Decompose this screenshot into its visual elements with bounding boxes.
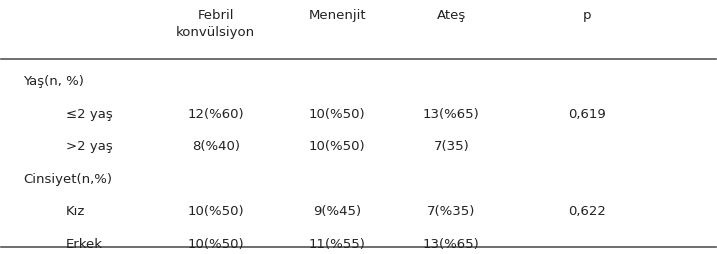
Text: p: p [583,9,592,22]
Text: Ateş: Ateş [437,9,466,22]
Text: 0,622: 0,622 [568,205,606,218]
Text: 10(%50): 10(%50) [187,238,244,251]
Text: 7(35): 7(35) [434,140,469,153]
Text: 7(%35): 7(%35) [427,205,475,218]
Text: 13(%65): 13(%65) [423,238,480,251]
Text: ≤2 yaş: ≤2 yaş [66,108,113,121]
Text: 10(%50): 10(%50) [309,108,366,121]
Text: 12(%60): 12(%60) [187,108,244,121]
Text: 9(%45): 9(%45) [313,205,361,218]
Text: Menenjit: Menenjit [308,9,366,22]
Text: 8(%40): 8(%40) [191,140,239,153]
Text: Cinsiyet(n,%): Cinsiyet(n,%) [23,173,112,186]
Text: Yaş(n, %): Yaş(n, %) [23,75,84,88]
Text: >2 yaş: >2 yaş [66,140,113,153]
Text: 0,619: 0,619 [568,108,606,121]
Text: Febril
konvülsiyon: Febril konvülsiyon [176,9,255,39]
Text: 13(%65): 13(%65) [423,108,480,121]
Text: 10(%50): 10(%50) [187,205,244,218]
Text: Kız: Kız [66,205,85,218]
Text: 10(%50): 10(%50) [309,140,366,153]
Text: 11(%55): 11(%55) [308,238,366,251]
Text: Erkek: Erkek [66,238,103,251]
